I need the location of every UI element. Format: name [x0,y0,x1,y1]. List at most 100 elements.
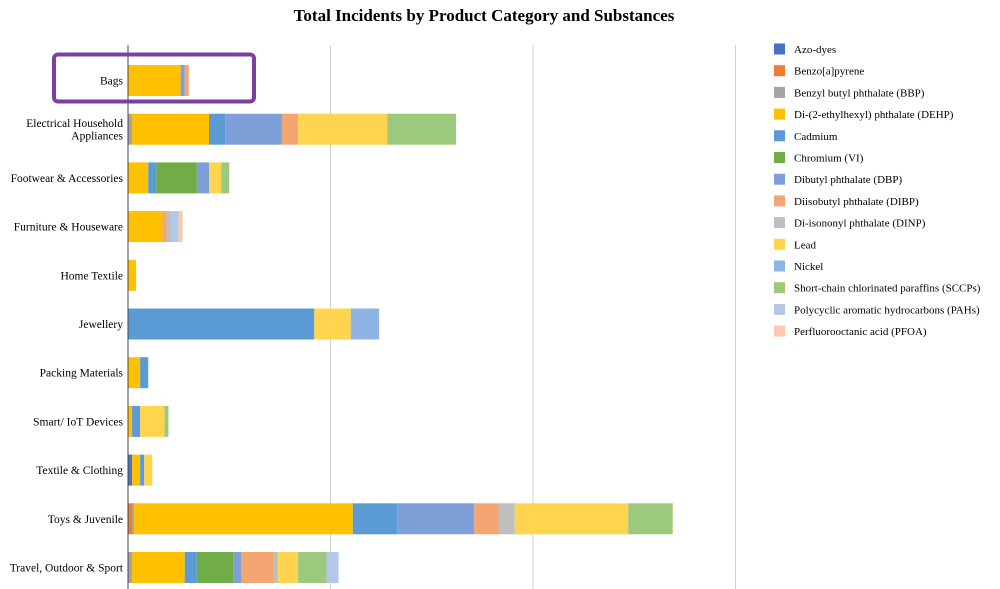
category-labels: Bags Electrical Household Appliances Footwe… [10,76,124,575]
bar-segment-dibutyl-phthalate-dbp [225,113,282,145]
bar-segment-chromium-vi [196,552,234,583]
bar-segment-benzyl-butyl-phthalate-bbp [128,552,133,583]
legend-swatch-di-isononyl-phthalate-dinp [774,217,785,229]
bar-segment-chromium-vi [156,162,197,194]
legend-swatch-short-chain-chlorinated-paraffins-sccps [774,282,785,294]
category-label: Electrical Household Appliances [26,118,123,143]
bar-segment-lead [514,503,629,535]
legend-label: Short-chain chlorinated paraffins (SCCPs… [794,283,981,295]
bar-segment-polycyclic-aromatic-hydrocarbons-pahs [326,552,339,583]
bar-segment-cadmium [128,308,315,340]
category-label: Travel, Outdoor & Sport [10,563,124,575]
bar-segment-di-2-ethylhexyl-phthalate-dehp [128,65,181,96]
bar-segment-di-2-ethylhexyl-phthalate-dehp [134,503,353,535]
legend-label: Dibutyl phthalate (DBP) [794,174,902,186]
legend-swatch-benzo-a-pyrene [774,65,785,77]
bar-segment-di-2-ethylhexyl-phthalate-dehp [132,113,209,145]
legend-swatch-perfluorooctanic-acid-pfoa [774,325,785,337]
bar-segment-di-2-ethylhexyl-phthalate-dehp [132,552,185,583]
bar-segment-nickel [350,308,380,340]
legend-swatch-polycyclic-aromatic-hydrocarbons-pahs [774,303,785,315]
bar-segment-diisobutyl-phthalate-dibp [474,503,499,535]
legend-label: Chromium (VI) [794,153,864,165]
category-label: Furniture & Houseware [14,222,123,234]
legend-label: Benzo[a]pyrene [794,66,864,78]
bar-segment-cadmium [132,405,141,437]
category-label: Footwear & Accessories [11,173,124,185]
bar-segment-cadmium [140,454,145,486]
legend-label: Polycyclic aromatic hydrocarbons (PAHs) [794,304,980,316]
bar-segment-perfluorooctanic-acid-pfoa [178,211,183,243]
category-label: Jewellery [79,319,123,331]
bar-segment-di-isononyl-phthalate-dinp [498,503,515,535]
category-label: Smart/ IoT Devices [33,416,123,428]
legend-label: Perfluorooctanic acid (PFOA) [794,326,927,338]
bar-segment-azo-dyes [128,454,133,486]
bar-segment-di-2-ethylhexyl-phthalate-dehp [128,162,149,194]
bar-segment-di-2-ethylhexyl-phthalate-dehp [132,454,141,486]
legend-label: Benzyl butyl phthalate (BBP) [794,87,925,99]
bar-segment-lead [140,405,165,437]
bar-segment-lead [144,454,153,486]
category-label: Textile & Clothing [36,465,123,477]
bar-segment-dibutyl-phthalate-dbp [180,65,185,96]
legend-label: Lead [794,239,816,251]
chart-title: Total Incidents by Product Category and … [294,6,675,25]
legend-swatch-benzyl-butyl-phthalate-bbp [774,86,785,98]
bar-segment-diisobutyl-phthalate-dibp [184,65,189,96]
bar-segment-dibutyl-phthalate-dbp [397,503,475,535]
bar-segment-di-2-ethylhexyl-phthalate-dehp [128,259,137,291]
bars [127,45,673,589]
bar-segment-diisobutyl-phthalate-dibp [162,211,167,243]
bar-segment-di-2-ethylhexyl-phthalate-dehp [128,405,133,437]
legend-swatch-di-2-ethylhexyl-phthalate-dehp [774,108,785,120]
legend-label: Azo-dyes [794,44,836,56]
legend-swatch-diisobutyl-phthalate-dibp [774,195,785,207]
legend-label: Nickel [794,261,823,273]
bar-segment-polycyclic-aromatic-hydrocarbons-pahs [170,211,179,243]
bar-segment-benzyl-butyl-phthalate-bbp [132,503,135,535]
bar-segment-lead [298,113,388,145]
bar-segment-short-chain-chlorinated-paraffins-sccps [628,503,673,535]
bar-segment-cadmium [184,552,197,583]
legend-swatch-lead [774,238,785,250]
category-label: Bags [100,76,124,88]
bar-segment-dibutyl-phthalate-dbp [233,552,242,583]
bar-segment-di-2-ethylhexyl-phthalate-dehp [128,211,163,243]
category-label: Toys & Juvenile [48,514,123,526]
category-label: Home Textile [60,270,123,282]
bar-segment-di-2-ethylhexyl-phthalate-dehp [128,357,141,389]
bar-segment-short-chain-chlorinated-paraffins-sccps [221,162,230,194]
bar-segment-short-chain-chlorinated-paraffins-sccps [387,113,457,145]
bar-segment-lead [277,552,299,583]
legend-swatch-dibutyl-phthalate-dbp [774,173,785,185]
legend-swatch-nickel [774,260,785,272]
bar-segment-benzyl-butyl-phthalate-bbp [128,113,133,145]
bar-segment-lead [209,162,222,194]
legend-swatch-cadmium [774,130,785,142]
highlight-box [52,52,256,104]
bar-segment-dibutyl-phthalate-dbp [196,162,209,194]
bar-segment-di-isononyl-phthalate-dinp [273,552,278,583]
legend-label: Cadmium [794,131,838,143]
bar-segment-short-chain-chlorinated-paraffins-sccps [298,552,327,583]
bar-segment-benzo-a-pyrene [128,503,133,535]
bar-segment-cadmium [209,113,226,145]
legend: Azo-dyes Benzo[a]pyrene Benzyl butyl phtha… [774,43,981,338]
bar-segment-diisobutyl-phthalate-dibp [281,113,299,145]
bar-segment-cadmium [148,162,157,194]
bar-segment-cadmium [352,503,398,535]
highlight-rectangle [52,52,256,104]
bar-segment-short-chain-chlorinated-paraffins-sccps [164,405,169,437]
bar-segment-di-isononyl-phthalate-dinp [166,211,171,243]
bar-segment-diisobutyl-phthalate-dibp [241,552,274,583]
bar-segment-lead [314,308,351,340]
legend-label: Di-(2-ethylhexyl) phthalate (DEHP) [794,109,954,121]
legend-label: Di-isononyl phthalate (DINP) [794,218,926,230]
category-label: Packing Materials [40,368,124,380]
legend-swatch-azo-dyes [774,43,785,55]
bar-segment-cadmium [140,357,149,389]
legend-swatch-chromium-vi [774,152,785,163]
legend-label: Diisobutyl phthalate (DIBP) [794,196,919,208]
